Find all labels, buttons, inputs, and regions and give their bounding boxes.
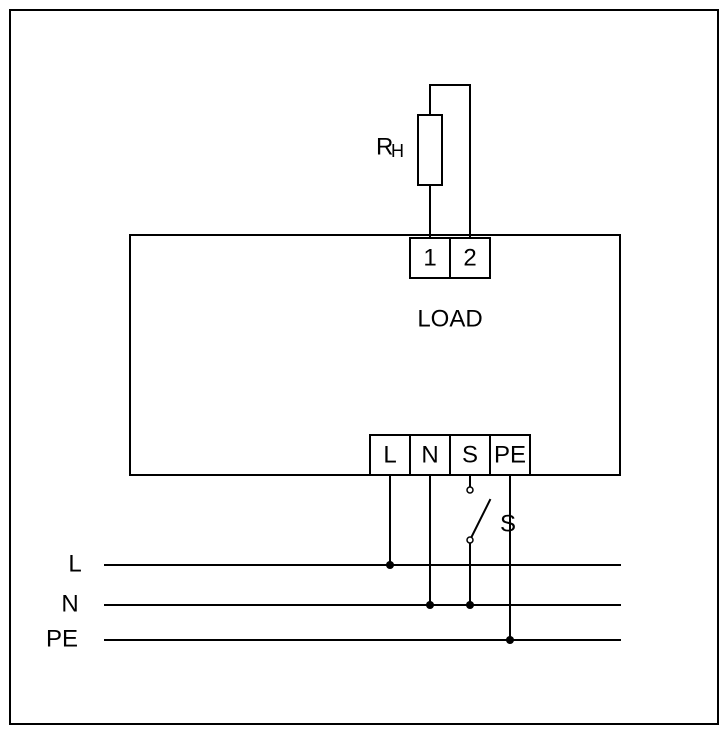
terminal-S: S bbox=[462, 441, 478, 468]
rail-label-L: L bbox=[68, 550, 81, 577]
rail-label-PE: PE bbox=[46, 625, 78, 652]
terminal-1: 1 bbox=[423, 244, 436, 271]
svg-text:H: H bbox=[391, 141, 404, 161]
terminal-2: 2 bbox=[463, 244, 476, 271]
terminal-N: N bbox=[421, 441, 438, 468]
terminal-PE: PE bbox=[494, 441, 526, 468]
rail-label-N: N bbox=[61, 590, 78, 617]
switch-label: S bbox=[500, 510, 516, 537]
terminal-L: L bbox=[383, 441, 396, 468]
wiring-diagram: 12LOADLNSPERHLNPES bbox=[0, 0, 728, 734]
load-label: LOAD bbox=[417, 305, 482, 332]
